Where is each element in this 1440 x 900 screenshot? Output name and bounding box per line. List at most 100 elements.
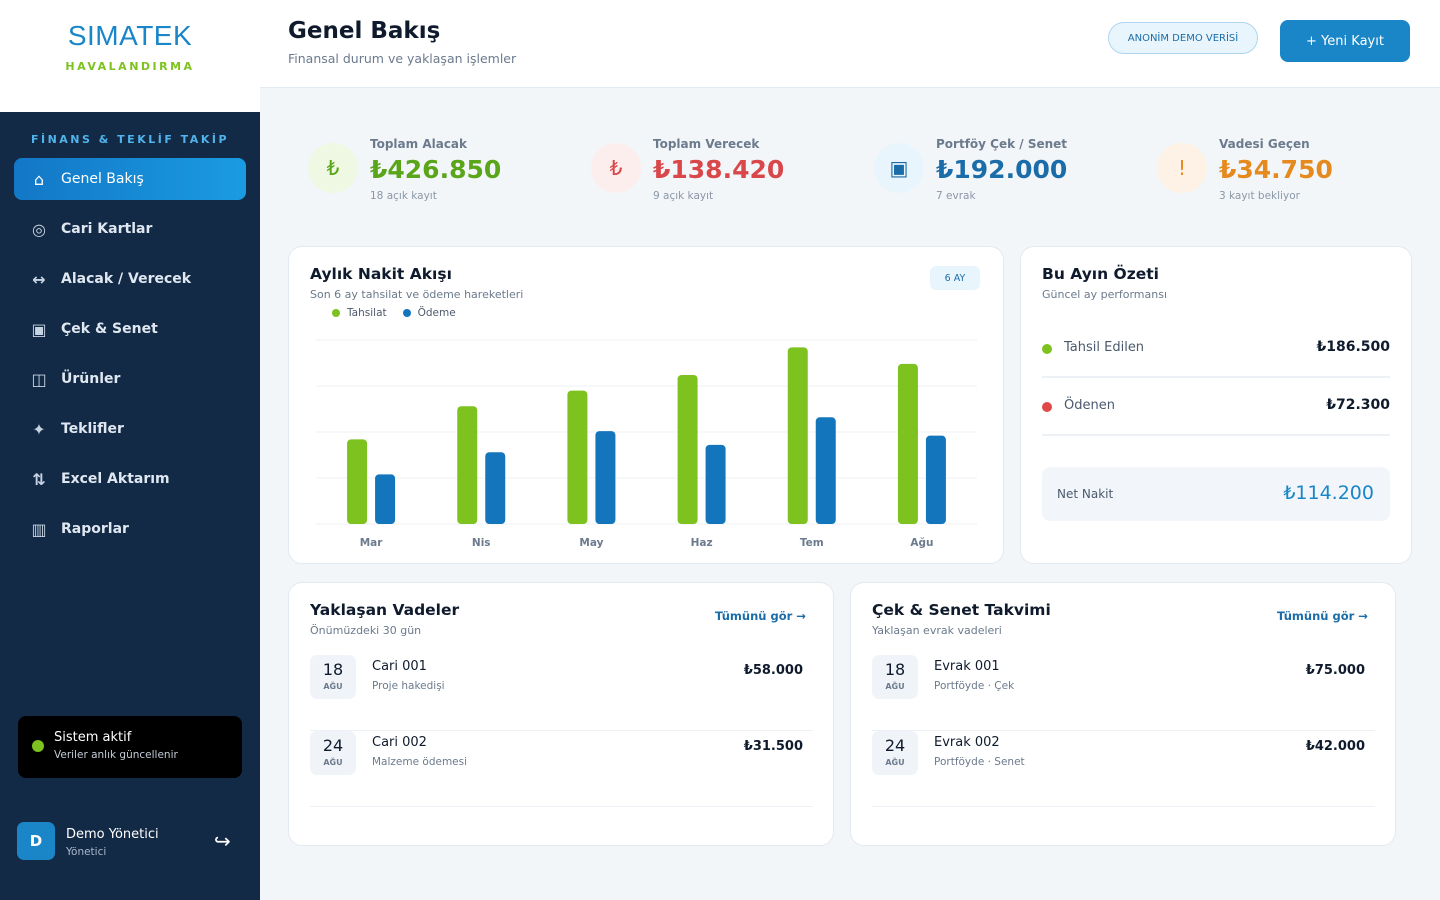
chart-bar-tahsilat[interactable]	[897, 363, 918, 524]
kpi-value: ₺138.420	[653, 155, 785, 184]
chart-bar-tahsilat[interactable]	[567, 390, 588, 524]
monthly-summary-card: Bu Ayın Özeti Güncel ay performansı Tahs…	[1020, 246, 1412, 564]
row-amount: ₺58.000	[743, 663, 803, 678]
summary-label: Tahsil Edilen	[1064, 340, 1145, 355]
net-cash-label: Net Nakit	[1057, 487, 1114, 501]
user-name: Demo Yönetici	[66, 827, 159, 842]
status-dot-icon	[1042, 344, 1052, 354]
legend-label: Ödeme	[417, 307, 456, 319]
row-subtitle: Portföyde · Çek	[934, 680, 1015, 692]
kpi-subtitle: 18 açık kayıt	[370, 190, 437, 202]
chart-bar-odeme[interactable]	[375, 474, 396, 524]
brand[interactable]: SIMATEK HAVALANDIRMA	[0, 0, 260, 112]
chart-x-tick-label: Nis	[472, 537, 491, 549]
sidebar-item-cari-kartlar[interactable]: ◎ Cari Kartlar	[14, 208, 246, 250]
kpi-label: Portföy Çek / Senet	[936, 137, 1068, 151]
row-title: Cari 002	[372, 735, 427, 750]
chart-x-tick-label: Mar	[360, 537, 384, 549]
swap-icon: ↔	[32, 269, 46, 289]
sidebar-item-genel-bakis[interactable]: ⌂ Genel Bakış	[14, 158, 246, 200]
cashflow-chart: Mar Nis May Haz Tem Ağu	[316, 339, 977, 549]
logout-icon[interactable]: ↪	[214, 829, 231, 853]
sidebar: SIMATEK HAVALANDIRMA FİNANS & TEKLİF TAK…	[0, 0, 260, 900]
list-item[interactable]: 18 AĞU Evrak 001 Portföyde · Çek ₺75.000	[872, 655, 1375, 731]
lira-icon: ₺	[308, 143, 358, 193]
date-month: AĞU	[323, 758, 343, 767]
sidebar-item-alacak-verecek[interactable]: ↔ Alacak / Verecek	[14, 258, 246, 300]
summary-row-collected: Tahsil Edilen ₺186.500	[1042, 320, 1390, 378]
summary-label: Ödenen	[1064, 398, 1115, 413]
card-title: Çek & Senet Takvimi	[872, 601, 1051, 619]
date-day: 18	[884, 660, 906, 679]
sidebar-item-label: Cari Kartlar	[61, 221, 153, 237]
row-subtitle: Portföyde · Senet	[934, 756, 1025, 768]
page-subtitle: Finansal durum ve yaklaşan işlemler	[288, 51, 517, 66]
list-item[interactable]: 18 AĞU Cari 001 Proje hakedişi ₺58.000	[310, 655, 813, 731]
row-title: Cari 001	[372, 659, 427, 674]
kpi-value: ₺192.000	[936, 155, 1068, 184]
status-dot-icon	[32, 740, 44, 752]
report-icon: ▥	[31, 519, 47, 539]
summary-value: ₺186.500	[1316, 339, 1390, 355]
date-month: AĞU	[323, 682, 343, 691]
view-all-link[interactable]: Tümünü gör →	[1277, 609, 1368, 623]
chart-x-tick-label: May	[579, 537, 603, 549]
date-month: AĞU	[885, 682, 905, 691]
card-subtitle: Son 6 ay tahsilat ve ödeme hareketleri	[310, 288, 524, 301]
lira-icon: ₺	[591, 143, 641, 193]
card-title: Bu Ayın Özeti	[1042, 265, 1159, 283]
warning-icon: !	[1157, 143, 1207, 193]
date-month: AĞU	[885, 758, 905, 767]
chart-bar-odeme[interactable]	[815, 417, 836, 524]
page-header: Genel Bakış Finansal durum ve yaklaşan i…	[260, 0, 1440, 88]
legend-item-odeme: Ödeme	[402, 307, 456, 319]
row-subtitle: Proje hakedişi	[372, 680, 445, 692]
chart-bar-tahsilat[interactable]	[457, 406, 478, 524]
legend-item-tahsilat: Tahsilat	[332, 307, 387, 319]
sidebar-item-cek-senet[interactable]: ▣ Çek & Senet	[14, 308, 246, 350]
list-item[interactable]: 24 AĞU Evrak 002 Portföyde · Senet ₺42.0…	[872, 731, 1375, 807]
list-item[interactable]: 24 AĞU Cari 002 Malzeme ödemesi ₺31.500	[310, 731, 813, 807]
upcoming-due-card: Yaklaşan Vadeler Önümüzdeki 30 gün Tümün…	[288, 582, 834, 846]
range-badge[interactable]: 6 AY	[930, 266, 980, 290]
sidebar-item-excel-aktarim[interactable]: ⇅ Excel Aktarım	[14, 458, 246, 500]
user-role: Yönetici	[66, 846, 107, 858]
kpi-value: ₺34.750	[1219, 155, 1333, 184]
new-record-button[interactable]: + Yeni Kayıt	[1280, 20, 1410, 62]
document-icon: ▣	[874, 143, 924, 193]
chart-bar-tahsilat[interactable]	[677, 374, 698, 524]
legend-dot-icon	[402, 309, 411, 317]
chart-bar-tahsilat[interactable]	[787, 347, 808, 524]
row-title: Evrak 001	[934, 659, 1000, 674]
status-title: Sistem aktif	[54, 730, 132, 745]
legend-label: Tahsilat	[347, 307, 387, 319]
avatar[interactable]: D	[17, 822, 55, 860]
chart-bar-odeme[interactable]	[485, 452, 506, 524]
card-title: Yaklaşan Vadeler	[310, 601, 460, 619]
sidebar-item-label: Excel Aktarım	[61, 471, 170, 487]
sidebar-item-teklifler[interactable]: ✦ Teklifler	[14, 408, 246, 450]
home-icon: ⌂	[33, 169, 45, 189]
chart-bar-odeme[interactable]	[705, 444, 726, 524]
card-subtitle: Yaklaşan evrak vadeleri	[872, 624, 1002, 637]
view-all-link[interactable]: Tümünü gör →	[715, 609, 806, 623]
kpi-label: Vadesi Geçen	[1219, 137, 1310, 151]
net-cash-value: ₺114.200	[1283, 482, 1374, 504]
chart-bar-tahsilat[interactable]	[347, 439, 368, 524]
sidebar-item-raporlar[interactable]: ▥ Raporlar	[14, 508, 246, 550]
kpi-subtitle: 7 evrak	[936, 190, 976, 202]
chart-bar-odeme[interactable]	[595, 431, 616, 524]
summary-row-paid: Ödenen ₺72.300	[1042, 378, 1390, 436]
kpi-label: Toplam Alacak	[370, 137, 468, 151]
card-subtitle: Önümüzdeki 30 gün	[310, 624, 422, 637]
sidebar-item-label: Ürünler	[61, 371, 121, 387]
sidebar-section-title: FİNANS & TEKLİF TAKİP	[30, 133, 230, 146]
kpi-subtitle: 3 kayıt bekliyor	[1219, 190, 1300, 202]
chart-bar-odeme[interactable]	[925, 435, 946, 524]
row-subtitle: Malzeme ödemesi	[372, 756, 468, 768]
sidebar-item-urunler[interactable]: ◫ Ürünler	[14, 358, 246, 400]
row-amount: ₺42.000	[1305, 739, 1365, 754]
legend-dot-icon	[332, 309, 340, 317]
sidebar-item-label: Alacak / Verecek	[61, 271, 192, 287]
sidebar-item-label: Çek & Senet	[61, 321, 158, 337]
